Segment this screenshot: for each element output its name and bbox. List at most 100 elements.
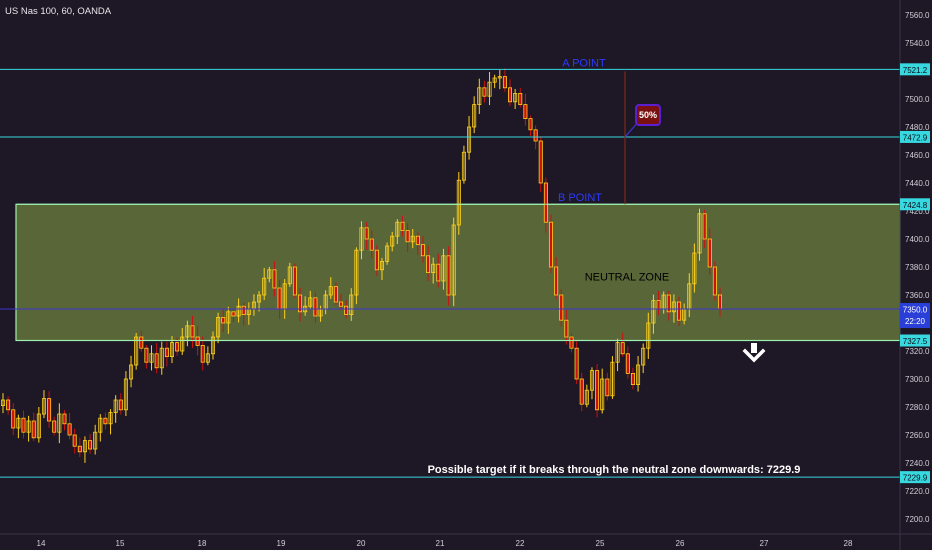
time-tick-label: 19	[277, 539, 286, 548]
candle-body	[410, 235, 415, 243]
percent-badge[interactable]	[635, 104, 661, 126]
candle-body	[702, 213, 707, 240]
candle-body	[390, 235, 395, 247]
candle-body	[200, 344, 205, 363]
candle-body	[625, 353, 630, 374]
candle-body	[605, 378, 610, 397]
price-axis[interactable]: 7560.07540.07520.07500.07480.07460.07440…	[905, 11, 930, 524]
candle-body	[241, 305, 246, 316]
candle-body	[518, 93, 523, 106]
candle-body	[677, 301, 682, 321]
candle-body	[497, 76, 502, 79]
time-tick-label: 15	[116, 539, 125, 548]
time-tick-label: 25	[596, 539, 605, 548]
candle-body	[349, 294, 354, 316]
candle-body	[564, 319, 569, 338]
candle-body	[216, 316, 221, 338]
candle-body	[467, 126, 472, 153]
candle-body	[718, 294, 723, 310]
candle-body	[333, 286, 338, 303]
candle-body	[175, 342, 180, 352]
candle-body	[344, 305, 349, 316]
candle-body	[98, 417, 103, 433]
candle-body	[543, 182, 548, 223]
candle-body	[308, 297, 313, 307]
candle-body	[477, 87, 482, 106]
price-tick-label: 7300.0	[905, 375, 930, 384]
price-tick-label: 7260.0	[905, 431, 930, 440]
candle-body	[62, 413, 67, 425]
candle-body	[118, 399, 123, 411]
candle-body	[47, 398, 52, 422]
candle-body	[385, 245, 390, 262]
candle-body	[210, 336, 215, 355]
candle-body	[451, 224, 456, 296]
price-tick-label: 7460.0	[905, 151, 930, 160]
candle-body	[595, 370, 600, 411]
level-price-tag	[900, 130, 930, 143]
candle-body	[354, 249, 359, 296]
chart-title: US Nas 100, 60, OANDA	[5, 6, 112, 17]
price-tick-label: 7420.0	[905, 207, 930, 216]
candle-body	[31, 420, 36, 439]
point-b-label: B POINT	[558, 192, 602, 204]
down-arrow-icon	[742, 343, 766, 363]
candle-body	[636, 364, 641, 386]
candle-body	[36, 413, 41, 439]
time-tick-label: 20	[357, 539, 366, 548]
time-tick-label: 18	[198, 539, 207, 548]
countdown-label: 22:20	[905, 317, 926, 326]
candle-body	[144, 347, 149, 363]
candle-body	[492, 77, 497, 83]
candle-body	[298, 294, 303, 313]
candle-body	[405, 230, 410, 243]
candle-body	[272, 269, 277, 289]
candle-body	[26, 420, 31, 433]
price-tick-label: 7360.0	[905, 291, 930, 300]
candle-body	[400, 221, 405, 231]
time-axis[interactable]: 14 15 18 19 20 21 22 25 26 27 28	[37, 539, 853, 548]
neutral-zone-rect[interactable]	[15, 203, 901, 342]
candle-body	[461, 151, 466, 181]
candle-body	[513, 93, 518, 103]
candle-body	[267, 269, 272, 279]
level-price-tag-label: 7327.5	[903, 337, 928, 346]
price-tick-label: 7280.0	[905, 403, 930, 412]
candle-body	[108, 412, 113, 425]
candle-body	[554, 266, 559, 296]
candle-body	[82, 440, 87, 453]
candle-body	[11, 409, 16, 429]
candle-body	[236, 305, 241, 317]
candle-body	[103, 417, 108, 425]
candle-body	[600, 378, 605, 411]
candle-body	[579, 378, 584, 405]
candle-body	[420, 244, 425, 257]
candle-body	[569, 336, 574, 349]
candle-body	[369, 238, 374, 251]
percent-badge-label: 50%	[639, 110, 657, 120]
candle-body	[548, 221, 553, 268]
candle-body	[620, 342, 625, 355]
price-tick-label: 7320.0	[905, 347, 930, 356]
candle-body	[666, 294, 671, 313]
candle-body	[426, 255, 431, 274]
candle-body	[656, 300, 661, 310]
candle-body	[113, 399, 118, 413]
candles-group	[0, 68, 723, 463]
candle-body	[190, 325, 195, 338]
time-tick-label: 22	[516, 539, 525, 548]
measure-tool[interactable]: 50%	[624, 71, 661, 205]
candle-body	[57, 413, 62, 433]
candle-body	[16, 417, 21, 429]
candle-body	[436, 263, 441, 282]
current-price-label: 7350.0	[903, 306, 928, 315]
candle-body	[93, 431, 98, 450]
price-tick-label: 7380.0	[905, 263, 930, 272]
candle-body	[538, 140, 543, 184]
level-price-tag	[900, 198, 930, 211]
candle-body	[559, 294, 564, 321]
candle-body	[574, 347, 579, 380]
candle-body	[313, 297, 318, 317]
candle-body	[262, 277, 267, 296]
